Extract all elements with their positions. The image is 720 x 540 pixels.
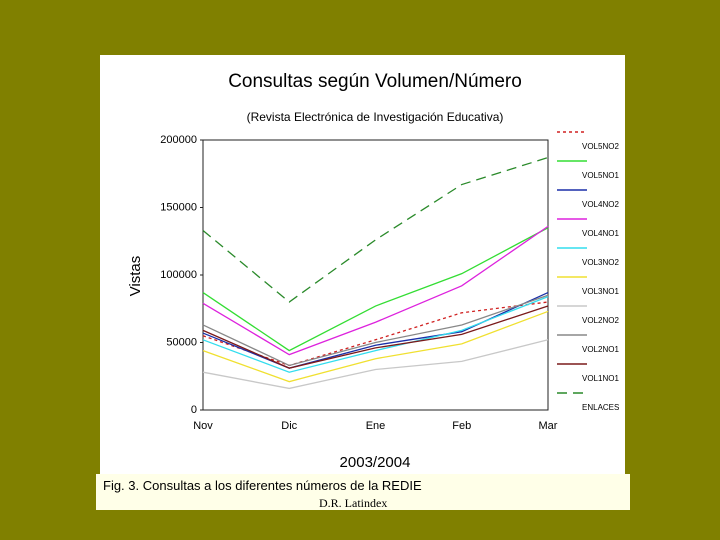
series-line: [202, 305, 549, 369]
panel: [100, 55, 625, 475]
y-tick-label: 50000: [166, 336, 197, 348]
series-line: [202, 294, 549, 367]
legend-label: VOL5NO1: [582, 171, 619, 180]
y-axis-label: Vistas: [127, 256, 144, 297]
series-line: [202, 295, 549, 373]
series-line: [202, 339, 549, 390]
legend-label: VOL2NO2: [582, 316, 619, 325]
legend-label: VOL3NO1: [582, 287, 619, 296]
caption: Fig. 3. Consultas a los diferentes númer…: [96, 474, 630, 510]
x-tick-label: Mar: [539, 420, 558, 432]
caption-text: Fig. 3. Consultas a los diferentes númer…: [103, 478, 422, 493]
series-line: [202, 227, 549, 352]
chart-title: Consultas según Volumen/Número: [228, 71, 522, 92]
x-tick-label: Nov: [193, 420, 213, 432]
y-tick-label: 0: [191, 404, 197, 416]
x-tick-label: Dic: [281, 420, 297, 432]
y-tick-label: 200000: [160, 134, 197, 146]
chart-subtitle: (Revista Electrónica de Investigación Ed…: [247, 110, 504, 124]
legend-label: ENLACES: [582, 403, 619, 412]
legend-label: VOL2NO1: [582, 345, 619, 354]
caption-credit: D.R. Latindex: [319, 496, 388, 510]
legend-label: VOL1NO1: [582, 374, 619, 383]
x-tick-label: Ene: [366, 420, 386, 432]
series-line: [202, 225, 549, 356]
x-tick-label: Feb: [452, 420, 471, 432]
legend-label: VOL3NO2: [582, 258, 619, 267]
legend-label: VOL5NO2: [582, 142, 619, 151]
legend-label: VOL4NO1: [582, 229, 619, 238]
legend-label: VOL4NO2: [582, 200, 619, 209]
y-tick-label: 100000: [160, 269, 197, 281]
x-axis-label: 2003/2004: [340, 454, 411, 471]
series-line: [202, 310, 549, 383]
y-tick-label: 150000: [160, 201, 197, 213]
